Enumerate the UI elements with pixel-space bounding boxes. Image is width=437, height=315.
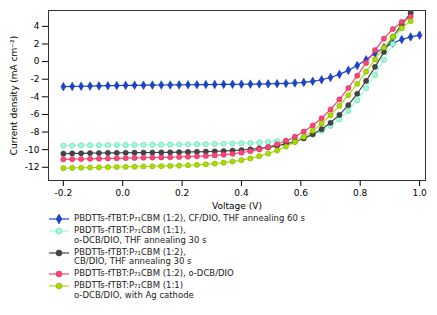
svg-text:1.0: 1.0 xyxy=(412,188,427,198)
svg-text:-0.2: -0.2 xyxy=(55,188,73,198)
svg-text:0.2: 0.2 xyxy=(175,188,189,198)
html-text:PBDTTs-fTBT:P₇₁CBM (1:2), CF/D: PBDTTs-fTBT:P₇₁CBM (1:2), CF/DIO, THF an… xyxy=(74,213,305,223)
svg-text:0.8: 0.8 xyxy=(353,188,368,198)
svg-text:0.4: 0.4 xyxy=(234,188,249,198)
svg-text:0.0: 0.0 xyxy=(116,188,131,198)
svg-text:-8: -8 xyxy=(31,127,40,137)
svg-text:2: 2 xyxy=(34,39,40,49)
html-text:PBDTTs-fTBT:P₇₁CBM (1:2), o-DC: PBDTTs-fTBT:P₇₁CBM (1:2), o-DCB/DIO xyxy=(74,268,234,279)
svg-text:-2: -2 xyxy=(31,74,40,84)
svg-text:0: 0 xyxy=(34,56,40,66)
svg-text:0.6: 0.6 xyxy=(294,188,309,198)
html-text:PBDTTs-fTBT:P₇₁CBM (1:1), o-DC: PBDTTs-fTBT:P₇₁CBM (1:1), o-DCB/DIO, THF… xyxy=(74,225,207,245)
svg-text:4: 4 xyxy=(34,21,40,31)
svg-text:Voltage (V): Voltage (V) xyxy=(212,201,262,211)
svg-text:-4: -4 xyxy=(31,92,40,102)
svg-text:Current density (mA cm⁻²): Current density (mA cm⁻²) xyxy=(9,36,19,155)
svg-text:-6: -6 xyxy=(31,109,40,119)
html-text:PBDTTs-fTBT:P₇₁CBM (1:2), CB/D: PBDTTs-fTBT:P₇₁CBM (1:2), CB/DIO, THF an… xyxy=(74,246,192,267)
svg-text:-10: -10 xyxy=(25,145,40,155)
svg-text:-12: -12 xyxy=(25,162,40,172)
html-text:PBDTTs-fTBT:P₇₁CBM (1:1) o-DCB: PBDTTs-fTBT:P₇₁CBM (1:1) o-DCB/DIO, with… xyxy=(74,280,194,300)
